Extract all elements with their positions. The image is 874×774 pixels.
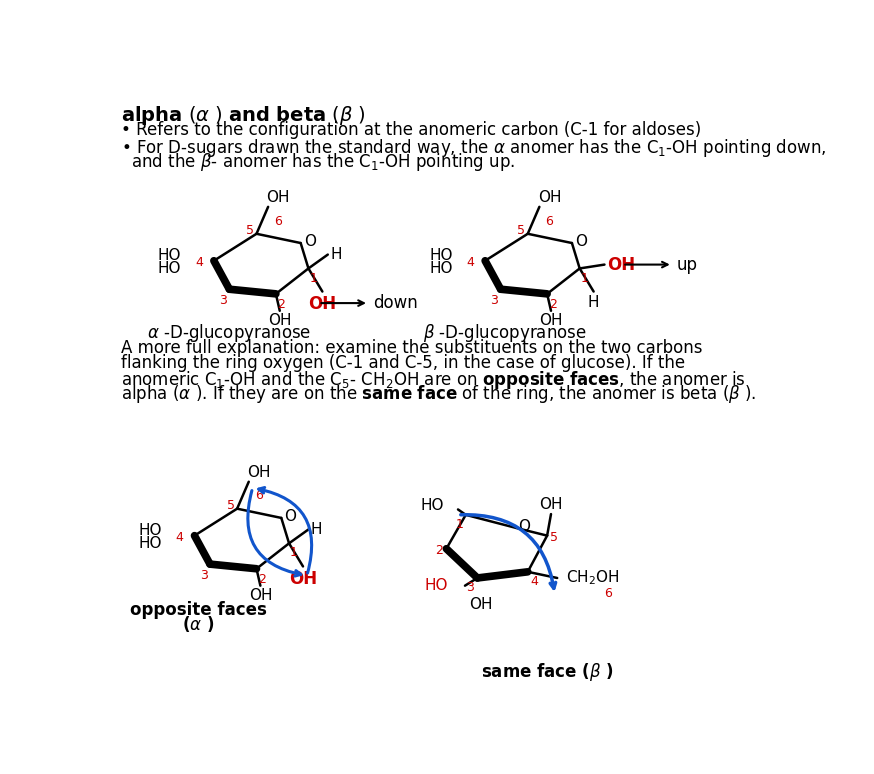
Text: $\mathbf{same\ face}$ ($\beta$ ): $\mathbf{same\ face}$ ($\beta$ ) — [481, 661, 614, 683]
Text: A more full explanation: examine the substituents on the two carbons: A more full explanation: examine the sub… — [121, 339, 703, 358]
Text: 2: 2 — [549, 299, 557, 311]
Text: 5: 5 — [551, 531, 558, 543]
Text: OH: OH — [247, 465, 271, 480]
Text: OH: OH — [607, 255, 635, 273]
Text: 1: 1 — [309, 272, 317, 285]
Text: HO: HO — [138, 522, 162, 538]
Text: 5: 5 — [517, 224, 525, 237]
Text: H: H — [311, 522, 323, 537]
Text: HO: HO — [158, 248, 181, 263]
Text: ($\alpha$ ): ($\alpha$ ) — [182, 615, 215, 634]
Text: 2: 2 — [277, 299, 285, 311]
Text: OH: OH — [539, 497, 563, 512]
Text: OH: OH — [248, 588, 272, 603]
Text: O: O — [284, 509, 296, 524]
Text: 3: 3 — [490, 294, 498, 307]
Text: $\beta$ -D-glucopyranose: $\beta$ -D-glucopyranose — [422, 322, 586, 344]
Text: HO: HO — [420, 498, 444, 513]
Text: HO: HO — [138, 536, 162, 551]
Text: 1: 1 — [290, 546, 298, 560]
Text: 3: 3 — [466, 581, 474, 594]
Text: • For D-sugars drawn the standard way, the $\alpha$ anomer has the C$_1$-OH poin: • For D-sugars drawn the standard way, t… — [121, 137, 827, 159]
Text: HO: HO — [429, 248, 453, 263]
Text: $\bf{alpha}$ ($\alpha$ ) $\bf{and\ beta}$ ($\beta$ ): $\bf{alpha}$ ($\alpha$ ) $\bf{and\ beta}… — [121, 104, 366, 127]
Text: HO: HO — [425, 578, 448, 593]
Text: H: H — [588, 296, 600, 310]
Text: HO: HO — [429, 261, 453, 276]
Text: O: O — [518, 519, 531, 534]
Text: 4: 4 — [176, 531, 184, 543]
Text: CH$_2$OH: CH$_2$OH — [566, 569, 620, 587]
Text: OH: OH — [268, 313, 292, 328]
Text: 4: 4 — [467, 255, 475, 269]
Text: alpha ($\alpha$ ). If they are on the $\mathbf{same\ face}$ of the ring, the ano: alpha ($\alpha$ ). If they are on the $\… — [121, 383, 756, 405]
Text: 2: 2 — [434, 544, 442, 557]
Text: 3: 3 — [200, 569, 208, 582]
Text: OH: OH — [538, 190, 561, 205]
Text: OH: OH — [539, 313, 563, 328]
Text: OH: OH — [469, 598, 493, 612]
Text: O: O — [575, 234, 587, 249]
Text: • Refers to the configuration at the anomeric carbon (C-1 for aldoses): • Refers to the configuration at the ano… — [121, 121, 701, 139]
Text: 6: 6 — [545, 214, 553, 228]
Text: HO: HO — [158, 261, 181, 276]
Text: up: up — [676, 255, 697, 273]
Text: 5: 5 — [246, 224, 254, 237]
Text: and the $\beta$- anomer has the C$_1$-OH pointing up.: and the $\beta$- anomer has the C$_1$-OH… — [131, 151, 515, 173]
Text: flanking the ring oxygen (C-1 and C-5, in the case of glucose). If the: flanking the ring oxygen (C-1 and C-5, i… — [121, 354, 685, 372]
Text: OH: OH — [267, 190, 290, 205]
Text: 4: 4 — [530, 575, 538, 588]
Text: OH: OH — [309, 296, 336, 313]
Text: 5: 5 — [226, 498, 235, 512]
Text: OH: OH — [289, 570, 317, 588]
Text: O: O — [304, 234, 316, 249]
Text: 3: 3 — [219, 294, 227, 307]
Text: 6: 6 — [255, 489, 263, 502]
Text: 6: 6 — [604, 587, 612, 600]
Text: H: H — [330, 247, 342, 262]
Text: 1: 1 — [580, 272, 588, 285]
Text: $\alpha$ -D-glucopyranose: $\alpha$ -D-glucopyranose — [148, 322, 311, 344]
Text: 4: 4 — [195, 255, 203, 269]
Text: 1: 1 — [455, 518, 463, 531]
Text: 2: 2 — [258, 574, 266, 587]
Text: anomeric C$_1$-OH and the C$_5$- CH$_2$OH are on $\mathbf{opposite\ faces}$, the: anomeric C$_1$-OH and the C$_5$- CH$_2$O… — [121, 368, 746, 391]
Text: down: down — [372, 294, 418, 312]
Text: 6: 6 — [274, 214, 282, 228]
Text: opposite faces: opposite faces — [130, 601, 267, 619]
